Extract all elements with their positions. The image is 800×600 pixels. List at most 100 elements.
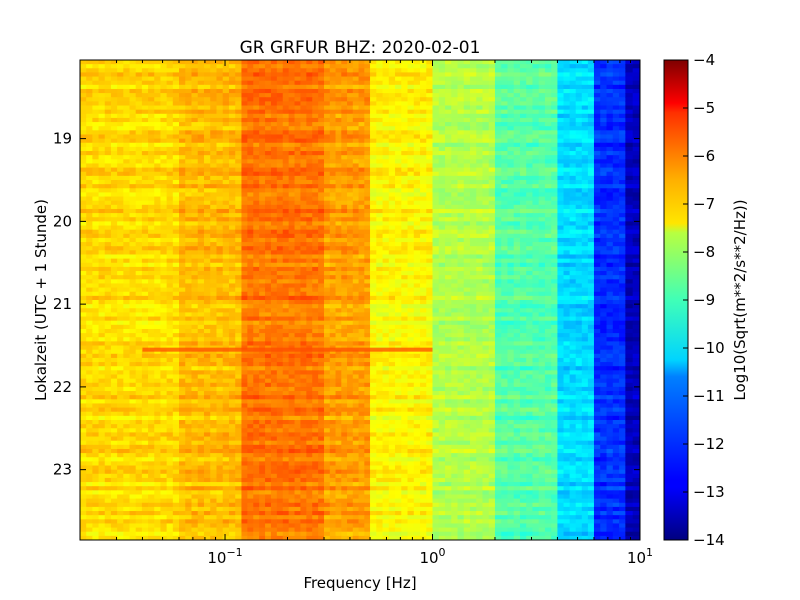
- spectrogram-cell: [282, 97, 290, 102]
- spectrogram-cell: [364, 192, 371, 198]
- spectrogram-cell: [197, 473, 205, 479]
- spectrogram-cell: [335, 196, 342, 202]
- spectrogram-cell: [294, 146, 302, 152]
- spectrogram-cell: [185, 357, 193, 363]
- spectrogram-cell: [210, 84, 218, 90]
- spectrogram-cell: [154, 328, 162, 334]
- spectrogram-cell: [129, 328, 137, 334]
- spectrogram-cell: [306, 448, 313, 454]
- spectrogram-cell: [110, 333, 118, 338]
- spectrogram-cell: [110, 407, 118, 413]
- spectrogram-cell: [347, 97, 354, 102]
- spectrogram-cell: [294, 196, 302, 202]
- spectrogram-cell: [288, 448, 296, 454]
- spectrogram-cell: [324, 155, 331, 160]
- spectrogram-cell: [80, 146, 87, 152]
- spectrogram-cell: [148, 399, 155, 405]
- spectrogram-cell: [154, 486, 162, 491]
- spectrogram-cell: [154, 97, 162, 102]
- spectrogram-cell: [98, 473, 106, 479]
- spectrogram-cell: [318, 146, 325, 152]
- spectrogram-cell: [110, 254, 118, 260]
- spectrogram-cell: [148, 180, 155, 185]
- spectrogram-cell: [172, 482, 180, 487]
- spectrogram-cell: [265, 415, 272, 421]
- spectrogram-cell: [141, 130, 149, 136]
- spectrogram-cell: [276, 68, 284, 74]
- spectrogram-cell: [318, 312, 325, 318]
- spectrogram-cell: [172, 250, 180, 256]
- spectrogram-cell: [141, 515, 149, 520]
- spectrogram-cell: [318, 324, 325, 330]
- spectrogram-cell: [104, 93, 112, 98]
- spectrogram-cell: [253, 506, 260, 512]
- spectrogram-cell: [228, 378, 236, 384]
- spectrogram-cell: [86, 117, 93, 123]
- spectrogram-cell: [179, 502, 186, 508]
- spectrogram-cell: [160, 101, 168, 107]
- spectrogram-cell: [259, 258, 266, 264]
- spectrogram-cell: [300, 76, 307, 82]
- spectrogram-cell: [318, 80, 325, 86]
- spectrogram-cell: [141, 324, 149, 330]
- spectrogram-cell: [123, 192, 131, 198]
- spectrogram-cell: [166, 117, 174, 123]
- spectrogram-cell: [185, 171, 193, 177]
- spectrogram-cell: [117, 482, 124, 487]
- spectrogram-cell: [172, 511, 180, 516]
- spectrogram-cell: [172, 97, 180, 102]
- spectrogram-cell: [288, 432, 296, 438]
- spectrogram-cell: [265, 308, 272, 314]
- spectrogram-cell: [203, 531, 211, 537]
- spectrogram-cell: [86, 316, 93, 322]
- spectrogram-cell: [259, 246, 266, 251]
- spectrogram-cell: [185, 312, 193, 318]
- spectrogram-cell: [172, 242, 180, 247]
- spectrogram-cell: [282, 225, 290, 231]
- spectrogram-cell: [172, 101, 180, 107]
- spectrogram-cell: [92, 113, 100, 119]
- spectrogram-cell: [282, 366, 290, 371]
- spectrogram-cell: [318, 494, 325, 500]
- spectrogram-cell: [148, 341, 155, 347]
- spectrogram-cell: [123, 341, 131, 347]
- spectrogram-cell: [129, 428, 137, 434]
- spectrogram-cell: [276, 461, 284, 467]
- spectrogram-cell: [141, 444, 149, 450]
- spectrogram-cell: [318, 113, 325, 119]
- spectrogram-cell: [312, 531, 319, 537]
- spectrogram-cell: [294, 490, 302, 496]
- spectrogram-cell: [160, 378, 168, 384]
- spectrogram-cell: [335, 134, 342, 140]
- spectrogram-cell: [210, 531, 218, 537]
- spectrogram-cell: [92, 68, 100, 74]
- spectrogram-cell: [282, 333, 290, 338]
- spectrogram-cell: [247, 192, 254, 198]
- spectrogram-cell: [129, 453, 137, 458]
- spectrogram-cell: [179, 357, 186, 363]
- spectrogram-cell: [86, 155, 93, 160]
- spectrogram-cell: [197, 328, 205, 334]
- spectrogram-cell: [282, 523, 290, 529]
- spectrogram-cell: [216, 184, 224, 189]
- spectrogram-cell: [241, 225, 248, 231]
- spectrogram-cell: [329, 101, 337, 107]
- spectrogram-cell: [98, 436, 106, 442]
- spectrogram-cell: [141, 93, 149, 98]
- spectrogram-cell: [80, 378, 87, 384]
- spectrogram-cell: [318, 155, 325, 160]
- spectrogram-cell: [216, 353, 224, 359]
- spectrogram-cell: [104, 320, 112, 326]
- spectrogram-cell: [141, 511, 149, 516]
- spectrogram-cell: [235, 366, 243, 371]
- spectrogram-cell: [265, 271, 272, 276]
- spectrogram-cell: [335, 84, 342, 90]
- spectrogram-cell: [341, 188, 348, 194]
- spectrogram-cell: [352, 175, 360, 181]
- spectrogram-cell: [104, 337, 112, 342]
- spectrogram-cell: [294, 477, 302, 483]
- spectrogram-cell: [318, 333, 325, 338]
- spectrogram-cell: [141, 353, 149, 359]
- spectrogram-cell: [253, 366, 260, 371]
- spectrogram-cell: [135, 68, 143, 74]
